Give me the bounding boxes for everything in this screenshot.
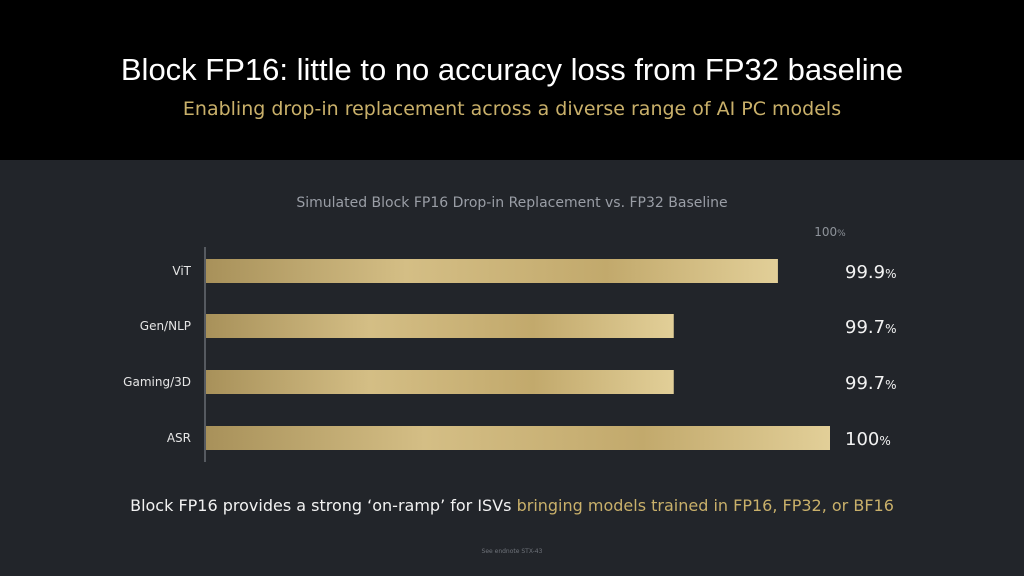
bar-gen-nlp (206, 314, 674, 338)
page-subtitle: Enabling drop-in replacement across a di… (182, 98, 842, 120)
category-label-gaming-3d: Gaming/3D (123, 375, 191, 389)
page-title: Block FP16: little to no accuracy loss f… (120, 52, 904, 87)
reference-100-label: 100% (814, 225, 846, 239)
footer-text: Block FP16 provides a strong ‘on-ramp’ f… (130, 496, 517, 515)
value-label-gaming-3d: 99.7% (845, 373, 896, 394)
reference-unit: % (837, 229, 846, 239)
value-label-vit: 99.9% (845, 262, 896, 283)
value-label-gen-nlp: 99.7% (845, 317, 896, 338)
category-label-vit: ViT (172, 264, 191, 278)
category-label-gen-nlp: Gen/NLP (140, 319, 191, 333)
value-unit: % (879, 434, 890, 448)
chart-title: Simulated Block FP16 Drop-in Replacement… (296, 195, 728, 211)
chart-panel (0, 160, 1024, 576)
value-number: 99.7 (845, 373, 885, 394)
reference-value: 100 (814, 225, 837, 239)
category-label-asr: ASR (167, 431, 191, 445)
value-unit: % (885, 378, 896, 392)
bar-asr (206, 426, 830, 450)
value-number: 99.7 (845, 317, 885, 338)
value-unit: % (885, 267, 896, 281)
value-unit: % (885, 322, 896, 336)
bar-vit (206, 259, 778, 283)
value-number: 99.9 (845, 262, 885, 283)
header: Block FP16: little to no accuracy loss f… (0, 0, 1024, 160)
value-label-asr: 100% (845, 429, 891, 450)
endnote: See endnote STX-43 (481, 548, 543, 555)
value-number: 100 (845, 429, 879, 450)
bar-gaming-3d (206, 370, 674, 394)
footer-highlight: bringing models trained in FP16, FP32, o… (516, 496, 894, 515)
footer-statement: Block FP16 provides a strong ‘on-ramp’ f… (0, 494, 1024, 518)
